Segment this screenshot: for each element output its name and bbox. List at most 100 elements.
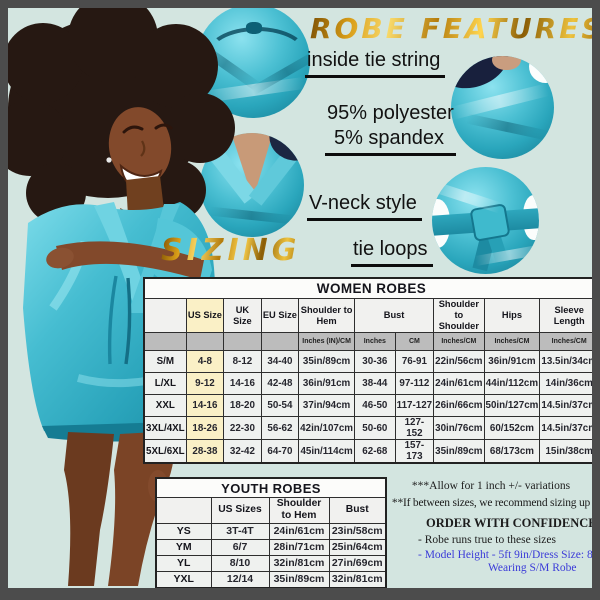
- size-table-cell: 76-91: [394, 350, 435, 374]
- size-table-cell: 50-54: [260, 394, 300, 418]
- size-table-cell: 36in/91cm: [298, 372, 356, 396]
- size-table-cell: 24in/61cm: [268, 522, 330, 540]
- size-table-cell: 12/14: [210, 570, 270, 589]
- size-table-row-label: L/XL: [143, 372, 187, 396]
- size-table-cell: 14in/36cm: [539, 372, 600, 396]
- size-table-unit-cell: Inches (IN)/CM: [298, 332, 356, 352]
- size-table-cell: 14-16: [223, 372, 262, 396]
- size-table-cell: 157-173: [394, 439, 435, 464]
- size-table-cell: 9-12: [185, 372, 225, 396]
- size-table-cell: 97-112: [394, 372, 435, 396]
- feature-v-neck-style: V-neck style: [307, 192, 422, 221]
- size-table-cell: 3T-4T: [210, 522, 270, 540]
- background-patch: [529, 56, 554, 83]
- size-table-cell: 8-12: [223, 350, 262, 374]
- note-true-to-size: - Robe runs true to these sizes: [418, 534, 556, 546]
- size-table-cell: 18-26: [185, 416, 225, 441]
- feature-fabric-composition: 95% polyester 5% spandex: [325, 101, 456, 156]
- size-table-column-header: Hips: [483, 297, 541, 334]
- size-table-cell: 28-38: [185, 439, 225, 464]
- frame-border-right: [592, 0, 600, 600]
- size-table-row-label: YS: [155, 522, 212, 540]
- size-table-row-label: YL: [155, 554, 212, 572]
- model-hair: [8, 8, 235, 223]
- model-neck-skin: [492, 56, 522, 71]
- size-table-column-header: UK Size: [223, 297, 262, 334]
- size-table-row-label: 5XL/6XL: [143, 439, 187, 464]
- size-table-cell: 42in/107cm: [298, 416, 356, 441]
- size-table-cell: 13.5in/34cm: [539, 350, 600, 374]
- size-table-cell: 18-20: [223, 394, 262, 418]
- size-table-cell: 35in/89cm: [268, 570, 330, 589]
- size-table-row-label: YM: [155, 538, 212, 556]
- size-table-unit-cell: Inches: [354, 332, 396, 352]
- size-table-cell: 15in/38cm: [539, 439, 600, 464]
- note-variations: ***Allow for 1 inch +/- variations: [411, 480, 571, 492]
- size-table-column-header: Shoulder to Hem: [298, 297, 356, 334]
- size-table-cell: 50-60: [354, 416, 396, 441]
- size-table-cell: 127-152: [394, 416, 435, 441]
- size-table-row-label: S/M: [143, 350, 187, 374]
- size-table-unit-cell: Inches/CM: [433, 332, 485, 352]
- model-neck: [126, 176, 164, 216]
- size-table-cell: 35in/89cm: [298, 350, 356, 374]
- size-table-column-header: Bust: [354, 297, 435, 334]
- size-table-unit-cell: [223, 332, 262, 352]
- size-table-cell: 32in/81cm: [268, 554, 330, 572]
- robe-back-photo: [451, 56, 554, 159]
- size-table-row-label: 3XL/4XL: [143, 416, 187, 441]
- size-table-cell: 64-70: [260, 439, 300, 464]
- size-table-cell: 36in/91cm: [483, 350, 541, 374]
- size-table-cell: 38-44: [354, 372, 396, 396]
- size-table-column-header: Bust: [328, 497, 387, 524]
- size-table-cell: 37in/94cm: [298, 394, 356, 418]
- size-table-cell: 22in/56cm: [433, 350, 485, 374]
- note-wearing-size: Wearing S/M Robe: [488, 562, 577, 574]
- feature-tie-loops: tie loops: [351, 238, 433, 267]
- tie-belt-knot-photo: [432, 167, 539, 274]
- size-table-cell: 46-50: [354, 394, 396, 418]
- size-table-cell: 56-62: [260, 416, 300, 441]
- size-table-row-label: YXL: [155, 570, 212, 589]
- tie-cord-knot-icon: [246, 22, 263, 34]
- size-table-title: YOUTH ROBES: [155, 477, 387, 498]
- size-table-cell: 68/173cm: [483, 439, 541, 464]
- size-table-cell: 14.5in/37cm: [539, 416, 600, 441]
- size-table-cell: 22-30: [223, 416, 262, 441]
- feature-inside-tie-string: inside tie string: [305, 49, 446, 78]
- fabric-fold: [466, 113, 549, 141]
- size-table-cell: 32in/81cm: [328, 570, 387, 589]
- size-table-cell: 4-8: [185, 350, 225, 374]
- size-table-cell: 34-40: [260, 350, 300, 374]
- size-table-cell: 8/10: [210, 554, 270, 572]
- note-model-height: - Model Height - 5ft 9in/Dress Size: 8 U…: [418, 549, 600, 561]
- size-table-column-header: Shoulder to Hem: [268, 497, 330, 524]
- size-table-cell: 45in/114cm: [298, 439, 356, 464]
- sizing-title: SIZING: [161, 233, 301, 268]
- size-table-column-header: EU Size: [260, 297, 300, 334]
- size-table-unit-cell: [260, 332, 300, 352]
- youth-size-table: YOUTH ROBES US Sizes Shoulder to Hem Bust YS…: [155, 477, 387, 589]
- sizing-notes: ***Allow for 1 inch +/- variations **If …: [390, 480, 600, 574]
- size-table-cell: 60/152cm: [483, 416, 541, 441]
- size-table-cell: 30-36: [354, 350, 396, 374]
- size-table-cell: 26in/66cm: [433, 394, 485, 418]
- frame-border-left: [0, 0, 8, 600]
- size-table-cell: 28in/71cm: [268, 538, 330, 556]
- frame-border-top: [0, 0, 600, 8]
- size-table-cell: 62-68: [354, 439, 396, 464]
- composition-line-1: 95% polyester: [327, 102, 454, 124]
- size-table-unit-cell: Inches/CM: [483, 332, 541, 352]
- size-table-cell: 30in/76cm: [433, 416, 485, 441]
- size-table-title: WOMEN ROBES: [143, 277, 600, 299]
- size-table-cell: 35in/89cm: [433, 439, 485, 464]
- size-table-cell: 50in/127cm: [483, 394, 541, 418]
- size-table-cell: 117-127: [394, 394, 435, 418]
- size-table-cell: 23in/58cm: [328, 522, 387, 540]
- size-table-column-header: Shoulder to Shoulder: [433, 297, 485, 334]
- size-table-cell: 14.5in/37cm: [539, 394, 600, 418]
- size-table-cell: 6/7: [210, 538, 270, 556]
- frame-border-bottom: [0, 588, 600, 600]
- size-table-column-header: Sleeve Length: [539, 297, 600, 334]
